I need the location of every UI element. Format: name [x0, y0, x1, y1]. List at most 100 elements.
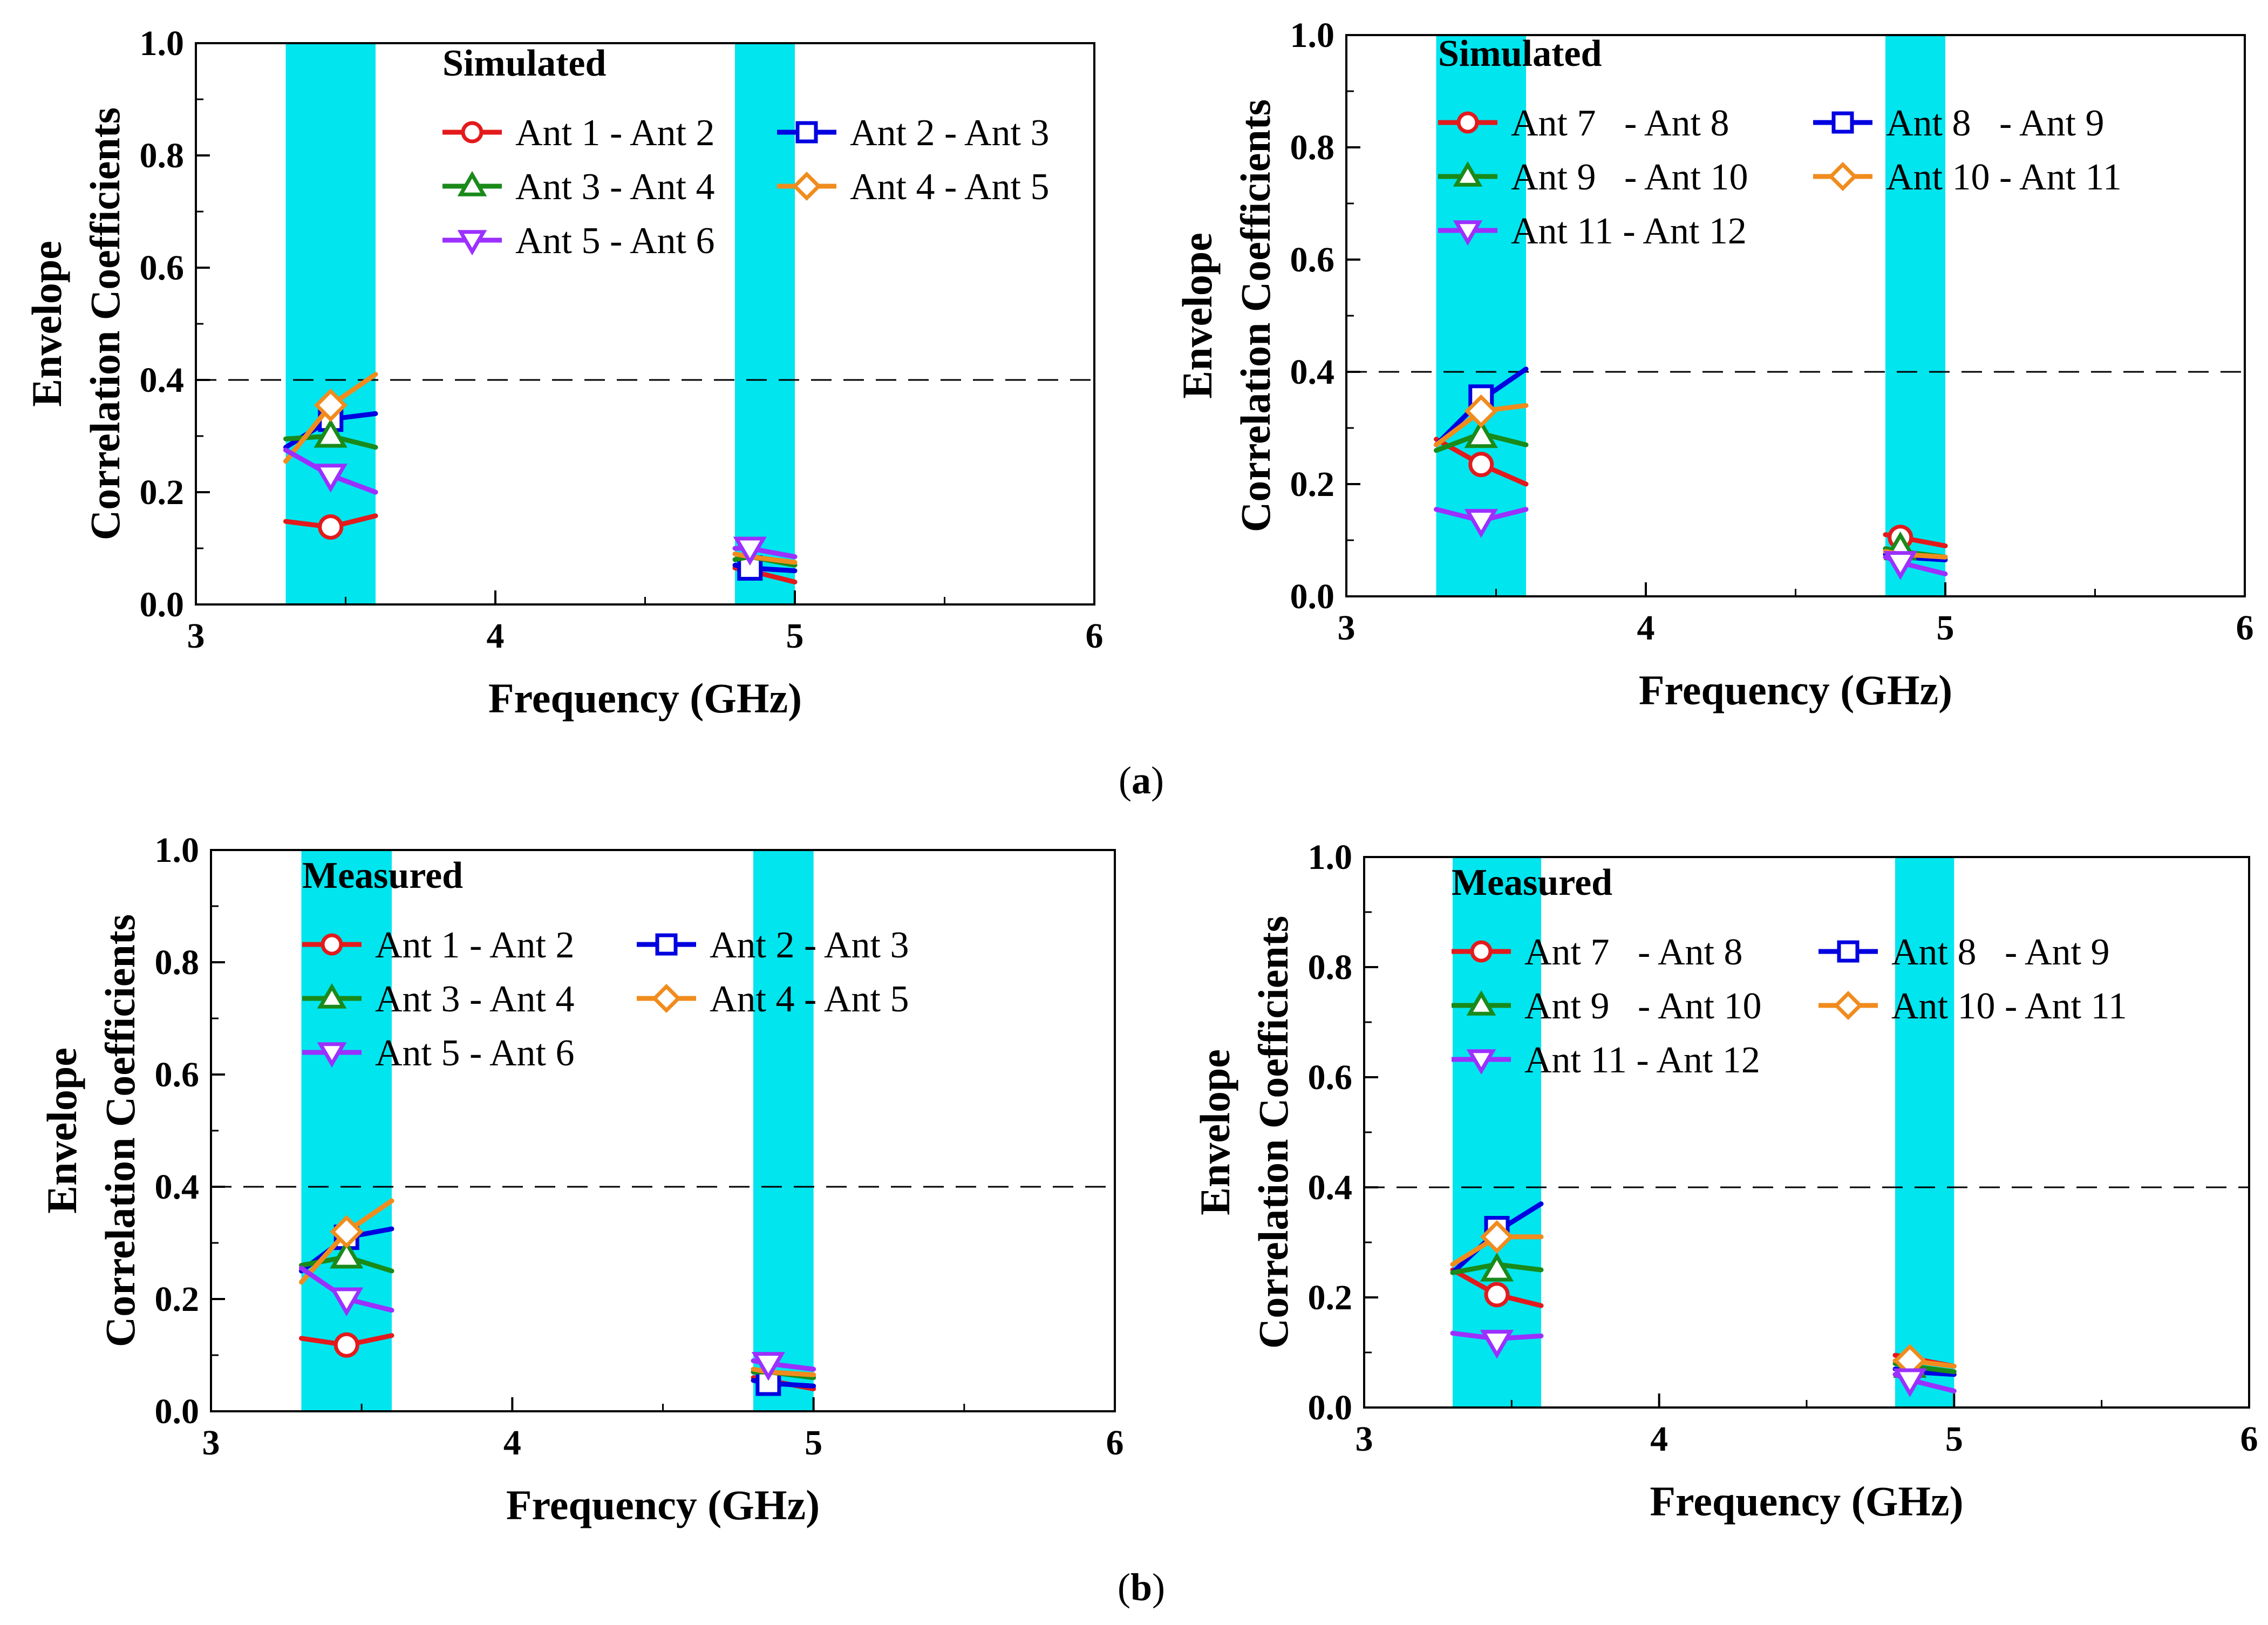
- chart-panel-b-right: 0.0 0.2 0.4 0.6 0.8 1.0 3 4 5 6 Frequency (GHz) Env…: [1191, 838, 2258, 1525]
- legend-marker: [457, 230, 487, 256]
- caption-a: (a): [1119, 759, 1164, 802]
- y-tick-label: 1.0: [140, 24, 185, 63]
- frequency-band-2: [753, 850, 814, 1411]
- legend-item: Ant 2 - Ant 3: [777, 112, 1049, 154]
- legend-marker: [1466, 990, 1496, 1016]
- data-point: [314, 464, 348, 493]
- x-tick-label: 3: [202, 1423, 220, 1463]
- data-point: [1893, 1368, 1927, 1397]
- legend-item: Ant 8 - Ant 9: [1813, 103, 2104, 144]
- y-tick-label: 0.2: [1290, 465, 1335, 504]
- legend: Measured Ant 1 - Ant 2 Ant 2 - Ant 3 Ant 3 …: [302, 855, 909, 1074]
- legend-marker: [655, 933, 678, 956]
- y-axis-title: Envelope Correlation Coefficients: [1174, 99, 1279, 532]
- y-tick-label: 0.2: [1308, 1278, 1353, 1317]
- series-4: [299, 1198, 816, 1377]
- legend-label: Ant 8 - Ant 9: [1886, 103, 2104, 144]
- legend-label: Ant 2 - Ant 3: [850, 112, 1049, 154]
- legend-marker: [321, 933, 343, 956]
- legend-label: Ant 4 - Ant 5: [710, 978, 909, 1020]
- legend-title: Simulated: [442, 43, 606, 84]
- x-tick-label: 6: [2240, 1419, 2258, 1459]
- data-point: [333, 1332, 359, 1358]
- data-point: [314, 388, 348, 422]
- legend-marker: [651, 983, 682, 1014]
- data-point: [733, 536, 767, 566]
- frequency-band-1: [1453, 857, 1541, 1408]
- legend-label: Ant 3 - Ant 4: [375, 978, 574, 1020]
- x-tick-label: 6: [1086, 616, 1104, 656]
- legend-item: Ant 4 - Ant 5: [637, 978, 909, 1020]
- y-tick-label: 0.6: [140, 248, 185, 288]
- legend-item: Ant 2 - Ant 3: [637, 924, 909, 966]
- legend-label: Ant 7 - Ant 8: [1524, 932, 1742, 973]
- legend-label: Ant 1 - Ant 2: [515, 112, 714, 154]
- legend-label: Ant 1 - Ant 2: [375, 924, 574, 966]
- y-tick-label: 0.2: [140, 473, 185, 512]
- frequency-band-1: [1436, 35, 1526, 596]
- legend-marker: [1828, 161, 1858, 192]
- legend-marker: [1837, 940, 1860, 963]
- legend-item: Ant 7 - Ant 8: [1452, 932, 1742, 973]
- data-point: [1464, 509, 1498, 538]
- y-tick-label: 0.8: [1290, 128, 1335, 167]
- legend-marker: [1453, 220, 1483, 246]
- y-tick-label: 0.0: [155, 1392, 200, 1431]
- y-tick-label: 0.8: [1308, 948, 1353, 987]
- x-tick-label: 4: [1650, 1419, 1668, 1459]
- y-tick-label: 0.0: [1308, 1388, 1353, 1427]
- series-4: [283, 372, 798, 565]
- legend-item: Ant 1 - Ant 2: [302, 924, 574, 966]
- legend-marker: [1453, 161, 1483, 187]
- legend-label: Ant 9 - Ant 10: [1524, 985, 1761, 1027]
- y-axis-title: Envelope Correlation Coefficients: [23, 107, 128, 540]
- x-tick-label: 3: [1338, 608, 1356, 648]
- y-tick-label: 0.6: [155, 1055, 200, 1094]
- data-point: [330, 1240, 364, 1269]
- y-tick-label: 0.8: [155, 943, 200, 982]
- legend: Measured Ant 7 - Ant 8 Ant 8 - Ant 9 Ant 9 …: [1452, 862, 2127, 1081]
- legend-title: Measured: [1452, 862, 1612, 903]
- y-axis-title: Envelope Correlation Coefficients: [38, 914, 144, 1347]
- data-point: [1480, 1330, 1514, 1359]
- y-axis-title-line-2: Correlation Coefficients: [1232, 99, 1279, 532]
- x-tick-label: 6: [2236, 608, 2254, 648]
- y-axis-title-line-2: Correlation Coefficients: [97, 914, 144, 1347]
- x-tick-label: 5: [1937, 608, 1954, 648]
- legend-item: Ant 4 - Ant 5: [777, 166, 1049, 208]
- x-axis-title: Frequency (GHz): [1639, 667, 1952, 713]
- x-tick-label: 3: [1356, 1419, 1373, 1459]
- data-point: [1464, 419, 1498, 448]
- legend-item: Ant 8 - Ant 9: [1819, 932, 2109, 973]
- legend-label: Ant 5 - Ant 6: [515, 220, 714, 262]
- legend-title: Measured: [302, 855, 463, 896]
- series-5: [299, 1266, 816, 1381]
- data-point: [330, 1287, 364, 1316]
- legend-label: Ant 2 - Ant 3: [710, 924, 909, 966]
- y-axis-title-line-1: Envelope: [23, 241, 70, 407]
- frequency-band-2: [1895, 857, 1954, 1408]
- y-tick-label: 1.0: [1308, 838, 1353, 877]
- data-point: [1883, 551, 1917, 580]
- y-tick-label: 0.4: [1290, 352, 1335, 392]
- y-tick-label: 0.2: [155, 1280, 200, 1319]
- legend: Simulated Ant 7 - Ant 8 Ant 8 - Ant 9 Ant 9…: [1438, 33, 2122, 252]
- legend-item: Ant 9 - Ant 10: [1452, 985, 1761, 1027]
- frequency-band-2: [1885, 35, 1945, 596]
- legend-label: Ant 3 - Ant 4: [515, 166, 714, 208]
- legend-marker: [1833, 990, 1863, 1021]
- y-axis-title-line-1: Envelope: [1174, 233, 1221, 399]
- x-tick-label: 4: [503, 1423, 521, 1463]
- data-point: [751, 1352, 786, 1381]
- legend-marker: [1456, 111, 1479, 134]
- y-tick-label: 1.0: [155, 831, 200, 870]
- legend-marker: [317, 1042, 347, 1068]
- legend-marker: [1470, 940, 1493, 963]
- y-axis-title: Envelope Correlation Coefficients: [1191, 916, 1297, 1349]
- series-5: [1450, 1330, 1957, 1397]
- legend-item: Ant 11 - Ant 12: [1452, 1039, 1760, 1081]
- legend-item: Ant 3 - Ant 4: [442, 166, 714, 208]
- legend-item: Ant 7 - Ant 8: [1438, 103, 1729, 144]
- legend-marker: [792, 171, 822, 201]
- x-tick-label: 4: [1637, 608, 1655, 648]
